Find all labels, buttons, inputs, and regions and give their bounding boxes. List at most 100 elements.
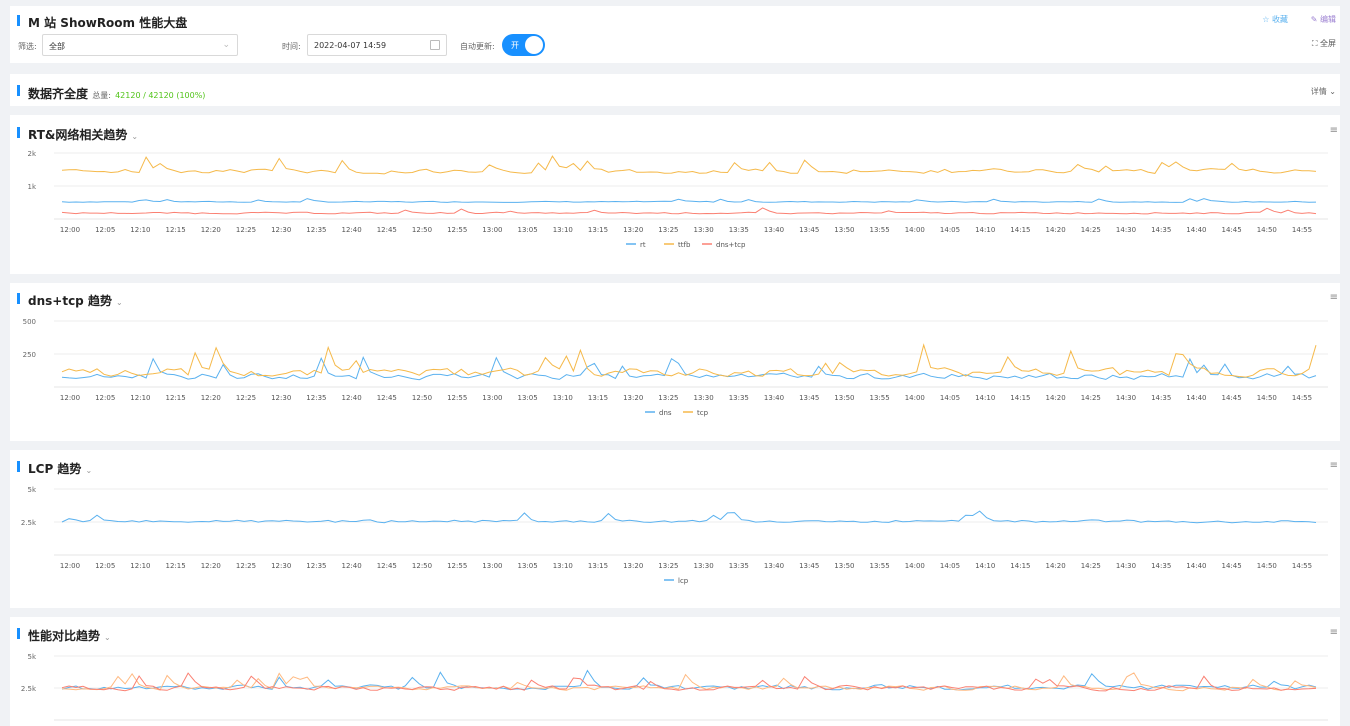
chart-title[interactable]: LCP 趋势 ⌄ [28,462,93,476]
x-tick-label: 12:30 [271,562,291,570]
chevron-down-icon: ⌄ [131,132,139,141]
x-tick-label: 13:50 [834,226,854,234]
x-tick-label: 12:50 [412,562,432,570]
x-tick-label: 14:40 [1186,226,1206,234]
x-tick-label: 13:35 [729,226,749,234]
edit-icon: ✎ [1310,15,1318,24]
section-accent-bar [17,85,20,96]
x-tick-label: 12:45 [377,562,397,570]
y-tick-label: 5k [27,653,36,661]
x-tick-label: 12:20 [201,562,221,570]
edit-button[interactable]: ✎ 编辑 [1310,15,1336,24]
completeness-card: 数据齐全度 总量: 42120 / 42120 (100%) 详情 ⌄ [10,74,1340,106]
x-tick-label: 12:45 [377,394,397,402]
x-tick-label: 12:00 [60,394,80,402]
x-tick-label: 13:00 [482,562,502,570]
x-tick-label: 12:00 [60,226,80,234]
legend-item-label[interactable]: dns+tcp [716,241,746,249]
fullscreen-icon: ⛶ [1311,39,1318,48]
x-tick-label: 12:35 [306,394,326,402]
x-tick-label: 14:05 [940,394,960,402]
series-line-dns [61,355,1317,381]
favorite-button[interactable]: ☆ 收藏 [1262,15,1288,24]
x-tick-label: 13:05 [518,562,538,570]
section-accent-bar [17,293,20,304]
x-tick-label: 12:10 [130,562,150,570]
x-tick-label: 14:45 [1222,562,1242,570]
x-tick-label: 12:50 [412,394,432,402]
y-tick-label: 1k [27,183,36,191]
y-tick-label: 500 [23,318,36,326]
x-tick-label: 12:40 [342,394,362,402]
x-tick-label: 12:35 [306,562,326,570]
x-tick-label: 14:45 [1222,226,1242,234]
x-tick-label: 14:45 [1222,394,1242,402]
x-tick-label: 13:05 [518,226,538,234]
title-accent-bar [17,15,20,26]
x-tick-label: 14:15 [1010,394,1030,402]
x-tick-label: 12:05 [95,226,115,234]
x-tick-label: 13:20 [623,562,643,570]
x-tick-label: 13:00 [482,394,502,402]
menu-icon[interactable]: ≡ [1329,627,1338,638]
x-tick-label: 13:10 [553,226,573,234]
x-tick-label: 12:30 [271,226,291,234]
time-label: 时间: [282,42,301,51]
chart-dnstcp: 500 250 12:00 12:05 12:10 12:15 12:20 12:25 12:3… [23,318,1328,417]
x-tick-label: 14:55 [1292,562,1312,570]
x-tick-label: 14:10 [975,226,995,234]
x-tick-label: 12:25 [236,226,256,234]
x-tick-label: 13:20 [623,226,643,234]
legend-item-label[interactable]: dns [659,409,672,417]
legend-item-label[interactable]: rt [640,241,646,249]
x-tick-label: 13:10 [553,394,573,402]
legend-item-label[interactable]: tcp [697,409,709,417]
menu-icon[interactable]: ≡ [1329,460,1338,471]
x-tick-label: 14:50 [1257,394,1277,402]
series-line [61,672,1317,692]
fullscreen-button[interactable]: ⛶ 全屏 [1311,39,1336,48]
x-tick-label: 13:45 [799,562,819,570]
legend-item-label[interactable]: lcp [678,577,689,585]
x-tick-label: 14:35 [1151,562,1171,570]
menu-icon[interactable]: ≡ [1329,125,1338,136]
chevron-down-icon: ⌄ [104,633,111,642]
series-line-ttfb [61,155,1317,175]
x-tick-label: 12:20 [201,226,221,234]
x-tick-label: 13:45 [799,226,819,234]
x-tick-label: 14:05 [940,226,960,234]
y-tick-label: 2.5k [21,519,37,527]
legend-item-label[interactable]: ttfb [678,241,691,249]
chart-lcp: 5k 2.5k 12:00 12:05 12:10 12:15 12:20 12:25 12:3… [21,486,1328,585]
x-tick-label: 14:10 [975,562,995,570]
filter-select[interactable]: 全部 ⌄ [42,34,238,56]
x-tick-label: 14:25 [1081,226,1101,234]
x-tick-label: 13:05 [518,394,538,402]
chevron-down-icon: ⌄ [1329,87,1336,96]
time-input[interactable]: 2022-04-07 14:59 [307,34,447,56]
x-tick-label: 12:15 [166,562,186,570]
series-line-rt [61,198,1317,203]
x-tick-label: 13:45 [799,394,819,402]
x-tick-label: 13:55 [870,394,890,402]
x-tick-label: 12:55 [447,394,467,402]
chart-title[interactable]: RT&网络相关趋势 ⌄ [28,128,139,142]
x-tick-label: 13:40 [764,226,784,234]
x-tick-label: 14:30 [1116,562,1136,570]
completeness-title: 数据齐全度 总量: 42120 / 42120 (100%) [28,87,206,101]
chevron-down-icon: ⌄ [85,466,93,475]
y-tick-label: 2k [27,150,36,158]
x-tick-label: 14:50 [1257,226,1277,234]
auto-update-label: 自动更新: [460,42,495,51]
y-tick-label: 5k [27,486,36,494]
x-tick-label: 12:05 [95,562,115,570]
auto-update-toggle[interactable]: 开 [502,34,545,56]
chart-title[interactable]: 性能对比趋势 ⌄ [28,629,111,643]
chart-title[interactable]: dns+tcp 趋势 ⌄ [28,294,123,308]
menu-icon[interactable]: ≡ [1329,292,1338,303]
x-tick-label: 13:30 [694,394,714,402]
x-tick-label: 12:45 [377,226,397,234]
detail-button[interactable]: 详情 ⌄ [1310,87,1336,96]
x-tick-label: 13:25 [658,562,678,570]
header-card: M 站 ShowRoom 性能大盘 ☆ 收藏 ✎ 编辑 筛选: 全部 ⌄ 时间:… [10,6,1340,63]
